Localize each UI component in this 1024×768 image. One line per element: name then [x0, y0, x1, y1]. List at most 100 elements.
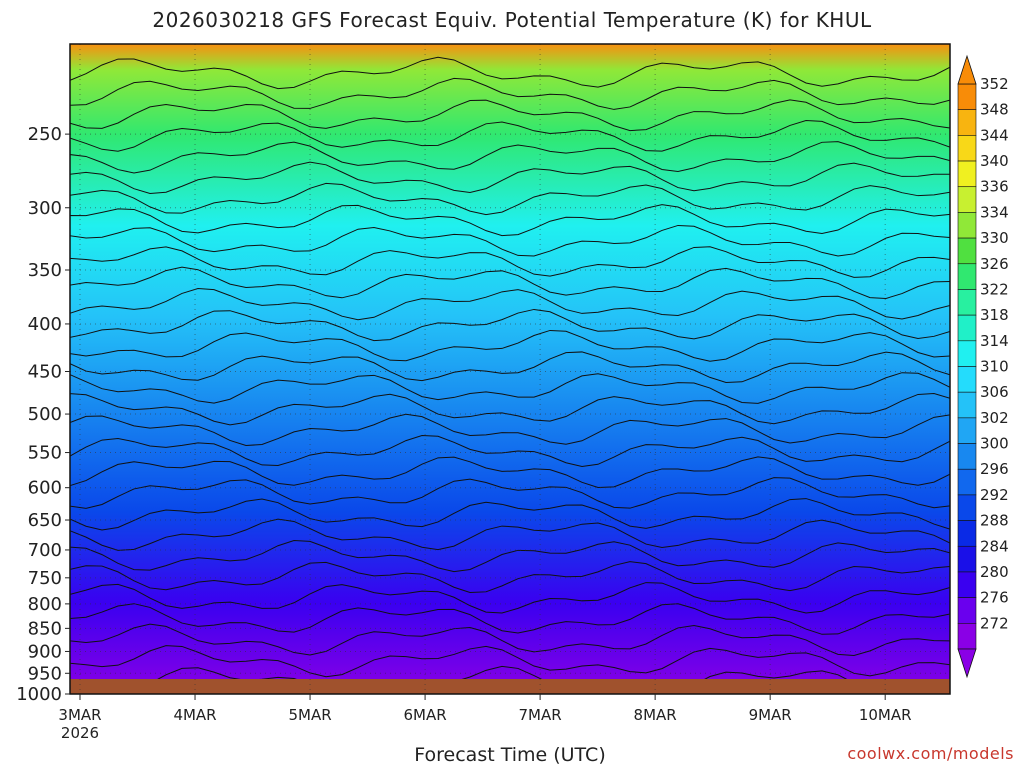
- contour-line: [70, 182, 950, 216]
- theta-e-field: [70, 44, 950, 694]
- colorbar-label: 322: [980, 280, 1009, 298]
- colorbar-min-arrow: [957, 648, 977, 679]
- y-tick-label: 600: [28, 478, 62, 499]
- y-tick-label: 450: [28, 362, 62, 383]
- contour-line: [70, 372, 950, 404]
- y-tick-label: 350: [28, 260, 62, 281]
- contour-line: [70, 603, 950, 635]
- terrain-ground: [70, 679, 950, 694]
- y-tick-label: 500: [28, 404, 62, 425]
- colorbar-swatch: [957, 366, 977, 393]
- colorbar-swatch: [957, 417, 977, 444]
- colorbar-swatch: [957, 212, 977, 239]
- colorbar-swatch: [957, 494, 977, 521]
- x-tick-label: 6MAR: [403, 706, 446, 724]
- contour-line: [70, 623, 950, 657]
- colorbar-swatch: [957, 545, 977, 573]
- x-tick-label: 10MAR: [859, 706, 912, 724]
- contour-line: [70, 161, 950, 195]
- colorbar-label: 326: [980, 255, 1009, 273]
- contour-line: [70, 266, 950, 299]
- y-tick-label: 1000: [16, 684, 62, 705]
- colorbar-swatch: [957, 186, 977, 213]
- y-tick-label: 550: [28, 443, 62, 464]
- contour-line: [70, 56, 950, 90]
- colorbar-label: 310: [980, 358, 1009, 376]
- colorbar-swatch: [957, 314, 977, 342]
- colorbar-label: 292: [980, 486, 1009, 504]
- colorbar-swatch: [957, 443, 977, 470]
- contour-line: [70, 351, 950, 383]
- colorbar-swatch: [957, 289, 977, 316]
- colorbar-max-arrow: [957, 54, 977, 85]
- contour-line: [70, 561, 950, 593]
- colorbar-label: 348: [980, 101, 1009, 119]
- x-tick-label: 8MAR: [634, 706, 677, 724]
- colorbar-swatch: [957, 597, 977, 624]
- x-tick-label: 7MAR: [519, 706, 562, 724]
- colorbar-swatch: [957, 263, 977, 290]
- contour-line: [70, 99, 950, 132]
- colorbar-swatch: [957, 391, 977, 419]
- contour-line: [70, 224, 950, 257]
- colorbar-label: 340: [980, 152, 1009, 170]
- colorbar-swatch: [957, 468, 977, 496]
- contour-line: [70, 477, 950, 509]
- chart-title: 2026030218 GFS Forecast Equiv. Potential…: [152, 8, 872, 32]
- colorbar-swatch: [957, 160, 977, 188]
- colorbar-swatch: [957, 237, 977, 265]
- contour-line: [70, 308, 950, 342]
- contour-line: [70, 392, 950, 426]
- contour-line: [70, 498, 950, 531]
- colorbar-label: 276: [980, 589, 1009, 607]
- colorbar-label: 296: [980, 460, 1009, 478]
- y-tick-label: 400: [28, 314, 62, 335]
- contour-line: [70, 141, 950, 174]
- x-tick-label: 9MAR: [749, 706, 792, 724]
- contour-line: [70, 434, 950, 467]
- x-tick-label: 3MAR: [58, 706, 101, 724]
- contour-line: [70, 329, 950, 362]
- y-tick-label: 250: [28, 124, 62, 145]
- colorbar-label: 336: [980, 178, 1009, 196]
- x-tick-year: 2026: [61, 724, 99, 742]
- contour-line: [70, 120, 950, 152]
- colorbar-label: 284: [980, 537, 1009, 555]
- contour-line: [70, 540, 950, 573]
- x-axis-label: Forecast Time (UTC): [414, 744, 606, 766]
- contour-line: [70, 246, 950, 278]
- y-tick-label: 700: [28, 540, 62, 561]
- contour-line: [70, 204, 950, 237]
- y-tick-label: 950: [28, 663, 62, 684]
- y-tick-label: 300: [28, 198, 62, 219]
- y-tick-label: 750: [28, 568, 62, 589]
- colorbar-swatch: [957, 135, 977, 162]
- credit-link[interactable]: coolwx.com/models: [847, 744, 1014, 763]
- colorbar-label: 352: [980, 75, 1009, 93]
- colorbar-label: 272: [980, 614, 1009, 632]
- colorbar-swatch: [957, 623, 977, 650]
- colorbar-label: 334: [980, 203, 1009, 221]
- colorbar-label: 288: [980, 512, 1009, 530]
- colorbar-swatch: [957, 340, 977, 367]
- x-tick-label: 5MAR: [288, 706, 331, 724]
- colorbar-label: 300: [980, 435, 1009, 453]
- y-tick-label: 850: [28, 618, 62, 639]
- contour-line: [70, 645, 950, 678]
- x-tick-label: 4MAR: [173, 706, 216, 724]
- colorbar-swatch: [957, 83, 977, 110]
- contour-line: [70, 413, 950, 446]
- contour-line: [70, 287, 950, 321]
- contour-line: [70, 456, 950, 488]
- colorbar-swatch: [957, 520, 977, 547]
- contour-line: [70, 518, 950, 551]
- contour-line: [70, 77, 950, 110]
- y-tick-label: 800: [28, 594, 62, 615]
- y-tick-label: 650: [28, 510, 62, 531]
- plot-frame: [69, 43, 951, 695]
- contour-line: [70, 582, 950, 614]
- colorbar-label: 306: [980, 383, 1009, 401]
- colorbar-label: 314: [980, 332, 1009, 350]
- colorbar-label: 344: [980, 126, 1009, 144]
